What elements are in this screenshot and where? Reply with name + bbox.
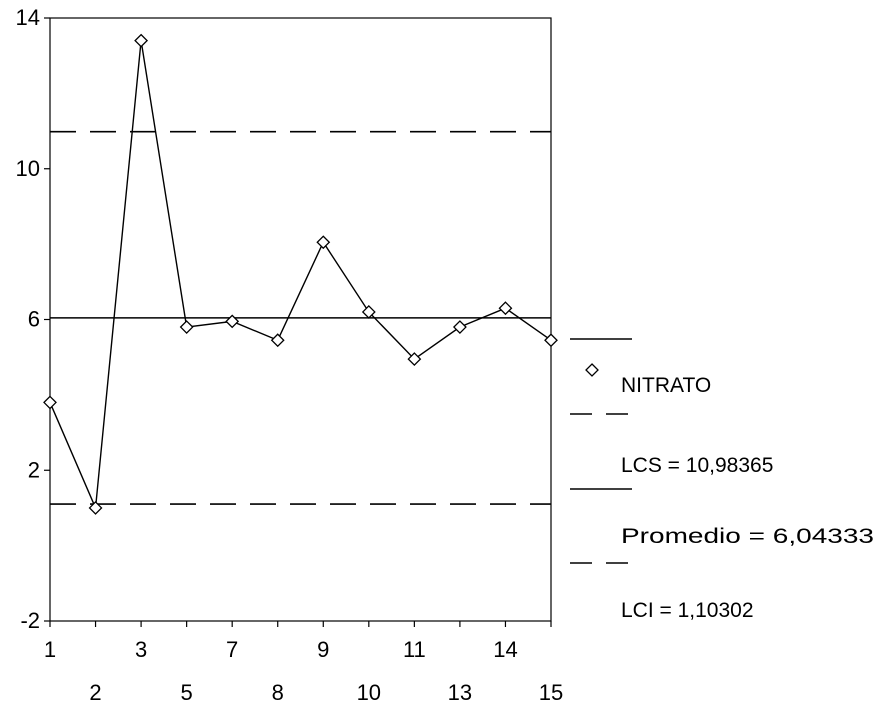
data-point: [452, 320, 467, 334]
x-tick-label: 10: [357, 680, 381, 705]
data-point: [316, 235, 331, 250]
plot-frame: [49, 17, 552, 622]
reference-lines: [50, 130, 551, 505]
y-tick-label: 2: [28, 457, 40, 482]
x-tick-label: 8: [272, 680, 284, 705]
x-tick-label: 11: [403, 637, 426, 662]
x-tick-label: 2: [89, 680, 101, 705]
data-point: [134, 33, 149, 48]
y-tick-label: 10: [16, 156, 40, 181]
x-tick-label: 3: [135, 637, 147, 662]
y-tick-label: -2: [20, 608, 40, 633]
series-line: [49, 40, 552, 509]
x-tick-label: 15: [539, 680, 563, 705]
x-tick-label: 14: [493, 637, 517, 662]
y-axis: 14 10 6 2 -2: [16, 5, 50, 633]
data-point: [225, 314, 240, 329]
data-point: [43, 395, 57, 410]
data-point: [498, 301, 513, 316]
legend-label-nitrato: NITRATO: [621, 374, 711, 397]
legend-diamond-icon: [585, 363, 599, 377]
x-tick-label: 5: [181, 680, 193, 705]
data-point: [407, 352, 422, 366]
data-point: [270, 333, 285, 348]
legend-label-lci: LCI = 1,10302: [621, 599, 754, 622]
legend-label-lcs: LCS = 10,98365: [621, 454, 773, 477]
data-point: [88, 501, 103, 515]
legend-label-mean: Promedio = 6,04333: [621, 525, 874, 548]
x-tick-label: 9: [317, 637, 329, 662]
x-axis: 1 2 3 5 7 8 9 10 11 13 14 15: [44, 621, 563, 705]
x-tick-label: 7: [226, 637, 238, 662]
series-nitrato: [43, 33, 558, 515]
x-tick-label: 13: [448, 680, 472, 705]
legend: NITRATO LCS = 10,98365 Promedio = 6,04333 L…: [570, 338, 874, 622]
data-point: [179, 320, 194, 334]
x-tick-label: 1: [44, 637, 56, 662]
data-point: [544, 333, 558, 348]
y-tick-label: 6: [28, 307, 40, 332]
data-point: [361, 305, 376, 319]
y-tick-label: 14: [16, 5, 40, 30]
